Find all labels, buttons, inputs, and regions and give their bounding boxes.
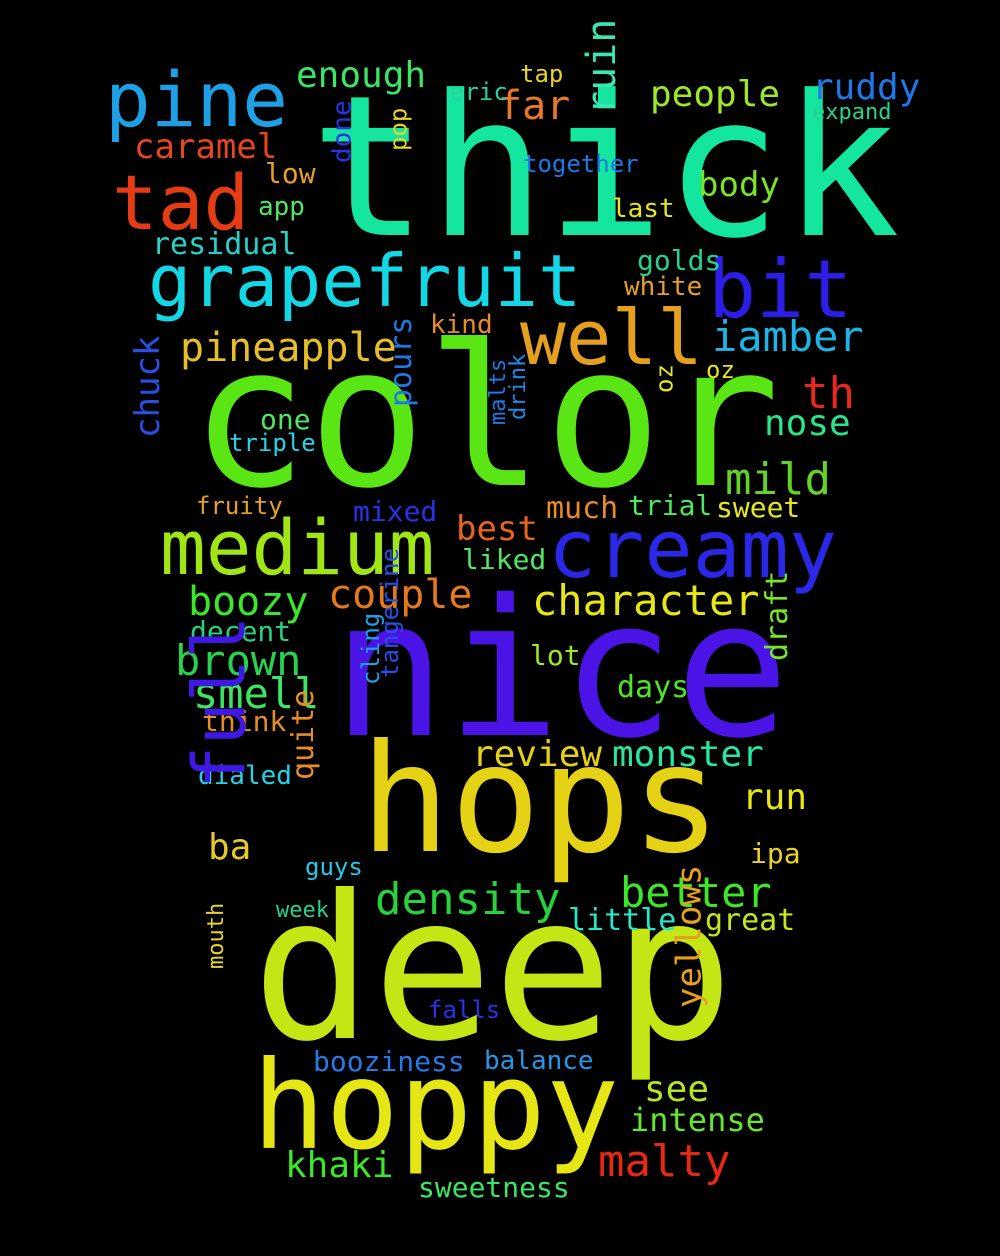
word-quite: quite xyxy=(285,689,321,780)
word-kind: oz xyxy=(706,356,735,384)
word-medium: medium xyxy=(160,503,435,592)
word-ba: ba xyxy=(208,827,252,868)
word-falls: falls xyxy=(428,996,501,1024)
word-mouth: mouth xyxy=(203,902,229,969)
word-run: run xyxy=(742,777,808,818)
word-sweetness: sweetness xyxy=(418,1171,570,1204)
word-density: density xyxy=(375,874,561,925)
word-oz: oz xyxy=(650,364,679,393)
word-golds: white xyxy=(624,272,703,302)
word-residual: residual xyxy=(152,227,297,262)
word-chuck: chuck xyxy=(127,335,168,438)
word-liked: liked xyxy=(462,543,547,576)
word-expand: tap xyxy=(520,60,564,88)
word-done: app xyxy=(258,192,305,222)
word-together: pop xyxy=(384,107,413,151)
word-caramel: caramel xyxy=(134,127,278,167)
word-best: best xyxy=(456,509,538,549)
word-far: far xyxy=(498,83,571,129)
word-white: kind xyxy=(430,310,493,340)
word-booziness: booziness xyxy=(313,1045,465,1078)
word-nice: nice xyxy=(332,559,790,780)
word-boozy: boozy xyxy=(188,579,309,625)
word-triple: triple xyxy=(229,429,316,457)
word-well: well xyxy=(520,293,704,382)
word-mixed: mixed xyxy=(353,495,438,528)
word-nose: nose xyxy=(764,403,851,444)
word-th: th xyxy=(802,368,855,419)
word-draft: draft xyxy=(759,570,795,661)
word-low: last xyxy=(612,194,675,224)
word-app: low xyxy=(265,157,316,190)
word-fruity: fruity xyxy=(196,492,283,520)
word-hoppy: hoppy xyxy=(252,1035,620,1177)
word-character: character xyxy=(532,576,760,625)
word-review: review xyxy=(472,734,603,775)
word-ruin: ruin xyxy=(578,18,625,115)
word-pours: pours xyxy=(383,316,419,407)
word-monster: monster xyxy=(612,734,764,775)
word-much: much xyxy=(546,491,619,526)
word-drink: drink xyxy=(505,353,531,420)
word-khaki: khaki xyxy=(285,1145,394,1186)
word-hops: hops xyxy=(360,713,722,887)
word-cling: cling xyxy=(356,612,385,685)
word-brown: brown xyxy=(175,636,302,685)
word-balance: balance xyxy=(484,1046,594,1076)
word-color: color xyxy=(190,304,781,532)
word-ruddy: ruddy xyxy=(812,67,921,108)
word-mild: mild xyxy=(725,454,831,505)
word-one: one xyxy=(260,403,311,436)
word-sweet: sweet xyxy=(716,491,801,524)
word-little: little xyxy=(568,903,677,938)
word-smell: smell xyxy=(193,669,320,718)
word-tad: tad xyxy=(112,158,250,247)
word-last: golds xyxy=(637,244,722,277)
word-body: body xyxy=(698,165,780,205)
word-bit: bit xyxy=(708,243,853,336)
word-plenty: expand xyxy=(812,100,892,125)
word-pine: pine xyxy=(105,55,289,144)
word-eric: together xyxy=(523,150,639,178)
word-people: people xyxy=(650,74,781,115)
word-dialed: dialed xyxy=(198,761,292,791)
word-better: better xyxy=(620,868,772,917)
word-malty: malty xyxy=(598,1136,731,1187)
word-couple: couple xyxy=(328,572,473,618)
word-enough: enough xyxy=(296,55,427,96)
word-lot: lot xyxy=(530,639,581,672)
word-ipa: ipa xyxy=(750,837,801,870)
word-full: full xyxy=(177,615,262,789)
word-decent: decent xyxy=(190,615,292,648)
word-tap: eric xyxy=(450,78,508,106)
word-iamber: iamber xyxy=(712,312,864,361)
word-days: days xyxy=(617,670,690,705)
word-think: think xyxy=(202,705,287,738)
word-creamy: creamy xyxy=(548,503,837,596)
word-intense: intense xyxy=(630,1101,765,1139)
word-week: week xyxy=(276,898,329,923)
word-guys: guys xyxy=(305,853,363,881)
word-pineapple: pineapple xyxy=(180,325,397,371)
word-trial: trial xyxy=(628,489,713,522)
word-see: see xyxy=(644,1069,710,1110)
word-grapefruit: grapefruit xyxy=(148,239,582,323)
word-great: great xyxy=(705,903,796,938)
word-thick: thick xyxy=(310,54,901,282)
word-yellows: yellows xyxy=(669,864,710,1008)
word-deep: deep xyxy=(252,853,734,1086)
